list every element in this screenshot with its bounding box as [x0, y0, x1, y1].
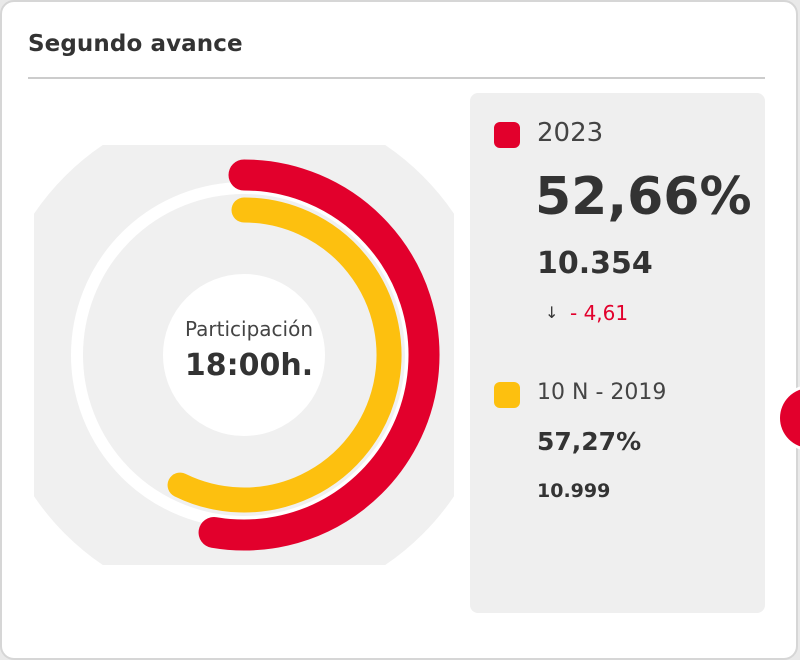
current-votes: 10.354 — [537, 246, 653, 281]
previous-percent: 57,27% — [537, 427, 642, 456]
arc-current-year — [198, 159, 440, 551]
results-panel — [470, 93, 765, 613]
previous-votes: 10.999 — [537, 480, 611, 502]
current-year-label: 2023 — [537, 118, 604, 148]
arrow-down-icon: ↓ — [545, 303, 559, 322]
participation-donut — [34, 145, 454, 565]
current-percent: 52,66% — [535, 167, 752, 227]
center-label: Participación — [184, 317, 313, 341]
percent-difference: - 4,61 — [570, 301, 629, 325]
next-arrow-icon[interactable] — [780, 388, 800, 448]
card-title: Segundo avance — [28, 31, 243, 57]
previous-election-swatch — [494, 382, 520, 408]
previous-election-label: 10 N - 2019 — [537, 380, 667, 405]
title-divider — [28, 77, 765, 79]
center-time: 18:00h. — [184, 348, 314, 383]
current-year-swatch — [494, 122, 520, 148]
arc-previous-election — [167, 197, 402, 513]
